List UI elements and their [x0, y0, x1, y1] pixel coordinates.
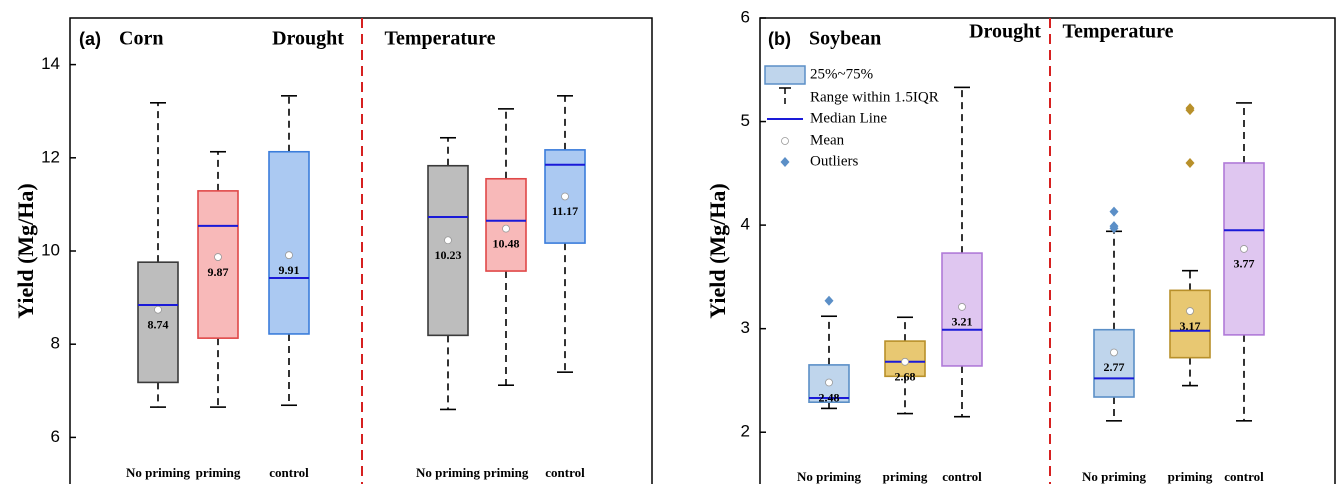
y-tick-label: 12: [41, 147, 60, 166]
outlier: [1185, 105, 1195, 116]
group-label: Temperature: [384, 28, 495, 50]
outlier: [1109, 206, 1119, 217]
box: [268, 150, 310, 335]
y-tick-label: 5: [741, 111, 750, 130]
x-category-label: priming: [196, 465, 241, 480]
box: [1093, 328, 1135, 398]
box: [1169, 289, 1211, 359]
mean-marker: [285, 251, 293, 260]
box: [137, 261, 179, 384]
y-tick-label: 8: [51, 334, 60, 353]
y-tick-label: 3: [741, 318, 750, 337]
mean-label: 3.21: [952, 315, 973, 329]
panel-label: (a): [79, 29, 101, 49]
mean-label: 2.48: [819, 390, 840, 404]
panel-label: (b): [768, 29, 791, 49]
mean-marker: [1110, 348, 1118, 357]
y-tick-label: 2: [741, 422, 750, 441]
legend-swatch-box: [764, 65, 806, 85]
x-category-label: No priming: [126, 465, 190, 480]
mean-marker: [561, 192, 569, 201]
mean-label: 9.91: [279, 263, 300, 277]
box: [197, 190, 239, 339]
x-category-label: No priming: [416, 465, 480, 480]
x-category-label: No priming: [797, 469, 861, 484]
box: [427, 164, 469, 337]
chart-title: Soybean: [809, 28, 881, 50]
mean-label: 10.23: [435, 248, 462, 262]
y-axis-label: Yield (Mg/Ha): [13, 183, 38, 318]
mean-marker: [444, 236, 452, 245]
chart-title: Corn: [119, 28, 163, 50]
x-category-label: control: [942, 469, 982, 484]
y-tick-label: 10: [41, 240, 60, 259]
box: [808, 364, 850, 403]
mean-label: 3.17: [1180, 319, 1201, 333]
group-label: Drought: [969, 21, 1041, 43]
mean-label: 2.77: [1104, 360, 1125, 374]
x-category-label: control: [545, 465, 585, 480]
legend-swatch-mean: [781, 137, 789, 145]
legend-swatch-outlier: [780, 157, 790, 167]
outlier: [824, 295, 834, 306]
mean-marker: [901, 357, 909, 366]
x-category-label: priming: [883, 469, 928, 484]
mean-marker: [214, 253, 222, 261]
mean-marker: [1186, 307, 1194, 315]
mean-label: 10.48: [493, 236, 520, 250]
y-tick-label: 6: [741, 7, 750, 26]
mean-label: 11.17: [552, 204, 578, 218]
mean-label: 8.74: [148, 317, 169, 331]
x-category-label: priming: [484, 465, 529, 480]
mean-label: 9.87: [208, 265, 229, 279]
mean-label: 2.68: [895, 370, 916, 384]
mean-marker: [502, 224, 510, 233]
mean-marker: [825, 378, 833, 387]
x-category-label: control: [1224, 469, 1264, 484]
y-tick-label: 6: [51, 427, 60, 446]
x-category-label: No priming: [1082, 469, 1146, 484]
group-label: Drought: [272, 28, 344, 50]
mean-marker: [958, 303, 966, 311]
outlier: [1109, 223, 1119, 234]
plot-frame: [759, 17, 1336, 484]
y-axis-label: Yield (Mg/Ha): [705, 183, 730, 318]
mean-marker: [154, 305, 162, 314]
legend-label: Outliers: [810, 153, 858, 169]
outlier: [1185, 157, 1195, 168]
mean-label: 3.77: [1234, 257, 1255, 271]
mean-marker: [1240, 245, 1248, 253]
x-category-label: priming: [1168, 469, 1213, 484]
x-category-label: control: [269, 465, 309, 480]
y-tick-label: 4: [741, 215, 750, 234]
y-tick-label: 14: [41, 54, 60, 73]
legend-label: Mean: [810, 132, 845, 148]
legend-label: Median Line: [810, 110, 887, 126]
legend-label: 25%~75%: [810, 66, 873, 82]
legend-label: Range within 1.5IQR: [810, 89, 939, 105]
group-label: Temperature: [1062, 21, 1173, 43]
